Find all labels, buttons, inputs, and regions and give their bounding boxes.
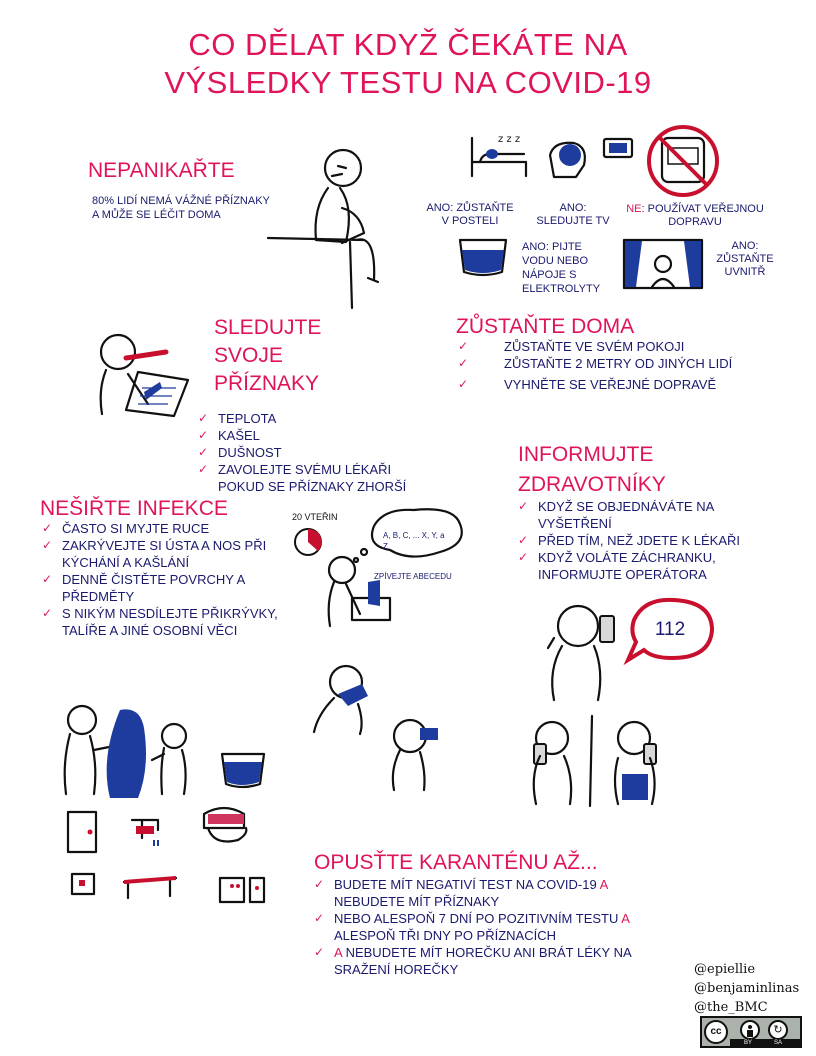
attribution-icon [740, 1020, 760, 1040]
sing-caption: ZPÍVEJTE ABECEDU [374, 572, 452, 581]
tv-caption: ANO: SLEDUJTE TV [536, 202, 610, 227]
drink-caption: ANO: PIJTE VODU NEBO NÁPOJE S ELEKTROLYT… [522, 241, 601, 295]
quarantine-heading: OPUSŤTE KARANTÉNU AŽ... [314, 851, 598, 874]
alphabet-bubble-text: A, B, C, ... X, Y, a Z [383, 531, 445, 551]
inside-caption: ANO: ZŮSTAŇTE UVNITŘ [716, 240, 774, 278]
doctor-visit-illustration [532, 714, 657, 808]
list-item: DUŠNOST [196, 444, 426, 461]
list-item: BUDETE MÍT NEGATIVÍ TEST NA COVID-19 A N… [312, 876, 662, 910]
list-item: ZAKRÝVEJTE SI ÚSTA A NOS PŘI KÝCHÁNÍ A K… [40, 537, 280, 571]
no-bus-icon [647, 125, 719, 197]
cc-license-badge: cc ↻ BY SA [700, 1016, 802, 1048]
water-glass-icon [220, 752, 266, 789]
symptoms-list: TEPLOTA KAŠEL DUŠNOST ZAVOLEJTE SVÉMU LÉ… [196, 410, 426, 495]
list-item: KAŠEL [196, 427, 426, 444]
emergency-number: 112 [654, 619, 686, 640]
panic-text: 80% LIDÍ NEMÁ VÁŽNÉ PŘÍZNAKY A MŮŽE SE L… [92, 195, 270, 221]
bed-caption: ANO: ZŮSTAŇTE V POSTELI [426, 202, 514, 227]
list-item: ČASTO SI MYJTE RUCE [40, 520, 280, 537]
water-glass-icon [458, 238, 508, 277]
handwash-illustration [327, 508, 463, 628]
inform-list: KDYŽ SE OBJEDNÁVÁTE NA VYŠETŘENÍ PŘED TÍ… [516, 498, 766, 583]
infection-heading: NEŠIŘTE INFEKCE [40, 497, 228, 520]
quarantine-list: BUDETE MÍT NEGATIVÍ TEST NA COVID-19 A N… [312, 876, 662, 978]
transport-caption: : POUŽÍVAT VEŘEJNOU DOPRAVU [641, 203, 764, 228]
svg-text:z z z: z z z [498, 134, 520, 145]
symptoms-heading: SLEDUJTE SVOJE PŘÍZNAKY [214, 316, 322, 395]
author-handles: @epiellie @benjaminlinas @the_BMC [694, 962, 800, 1015]
list-item: S NIKÝM NESDÍLEJTE PŘIKRÝVKY, TALÍŘE A J… [40, 605, 280, 639]
list-item: PŘED TÍM, NEŽ JDETE K LÉKAŘI [516, 532, 766, 549]
sitting-person-illustration [266, 148, 380, 310]
list-item: A NEBUDETE MÍT HOREČKU ANI BRÁT LÉKY NA … [312, 944, 662, 978]
bed-icon: z z z [470, 134, 528, 178]
stay-home-list: ZŮSTAŇTE VE SVÉM POKOJI ZŮSTAŇTE 2 METRY… [456, 338, 746, 393]
family-illustration [63, 704, 188, 798]
list-item: VYHNĚTE SE VEŘEJNÉ DOPRAVĚ [456, 376, 746, 393]
list-item: NEBO ALESPOŇ 7 DNÍ PO POZITIVNÍM TESTU A… [312, 910, 662, 944]
license-labels: BY SA [730, 1039, 800, 1047]
inform-heading: INFORMUJTE ZDRAVOTNÍKY [518, 443, 666, 496]
phone-call-illustration [546, 597, 715, 702]
tv-icon [548, 137, 634, 179]
stay-home-heading: ZŮSTAŇTE DOMA [456, 315, 635, 338]
list-item: KDYŽ SE OBJEDNÁVÁTE NA VYŠETŘENÍ [516, 498, 766, 532]
sharealike-icon: ↻ [768, 1020, 788, 1040]
list-item: ZAVOLEJTE SVÉMU LÉKAŘI POKUD SE PŘÍZNAKY… [196, 461, 426, 495]
page-title: CO DĚLAT KDYŽ ČEKÁTE NA VÝSLEDKY TESTU N… [164, 27, 652, 100]
cc-icon: cc [704, 1020, 728, 1044]
list-item: ZŮSTAŇTE VE SVÉM POKOJI [456, 338, 746, 355]
household-objects-illustration [66, 806, 266, 904]
list-item: DENNĚ ČISTĚTE POVRCHY A PŘEDMĚTY [40, 571, 280, 605]
window-icon [622, 238, 704, 290]
thermometer-person-illustration [99, 333, 190, 418]
list-item: TEPLOTA [196, 410, 426, 427]
panic-heading: NEPANIKAŘTE [88, 159, 235, 182]
infection-list: ČASTO SI MYJTE RUCE ZAKRÝVEJTE SI ÚSTA A… [40, 520, 280, 639]
covering-cough-illustration [312, 664, 438, 792]
timer-label: 20 VTEŘIN [292, 512, 338, 522]
list-item: ZŮSTAŇTE 2 METRY OD JINÝCH LIDÍ [456, 355, 746, 372]
timer-icon [294, 528, 322, 556]
list-item: KDYŽ VOLÁTE ZÁCHRANKU, INFORMUJTE OPERÁT… [516, 549, 766, 583]
transport-no-label: NE [626, 203, 642, 215]
